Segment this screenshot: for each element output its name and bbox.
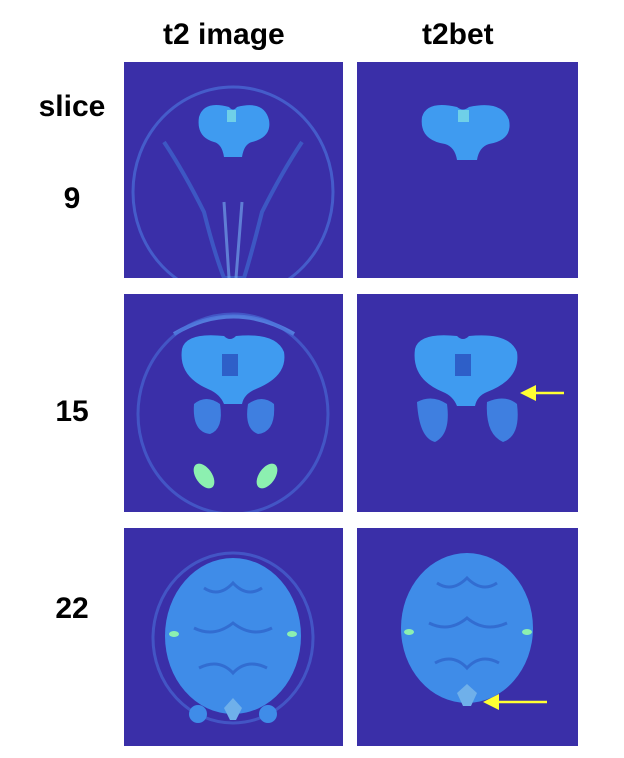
slice-number-9: 9	[63, 182, 81, 215]
arrow-slice-22	[483, 693, 549, 711]
t2-image-slice-9	[124, 62, 343, 278]
arrow-slice-15	[520, 384, 566, 402]
t2-image-slice-22	[124, 528, 343, 746]
t2bet-slice-9	[357, 62, 578, 278]
column-header-t2bet: t2bet	[422, 18, 494, 51]
slice-number-22: 22	[55, 592, 89, 625]
slice-label: slice	[38, 90, 106, 123]
slice-number-15: 15	[55, 395, 89, 428]
t2-image-slice-15	[124, 294, 343, 512]
column-header-t2-image: t2 image	[163, 18, 285, 51]
t2bet-slice-22	[357, 528, 578, 746]
t2bet-slice-15	[357, 294, 578, 512]
